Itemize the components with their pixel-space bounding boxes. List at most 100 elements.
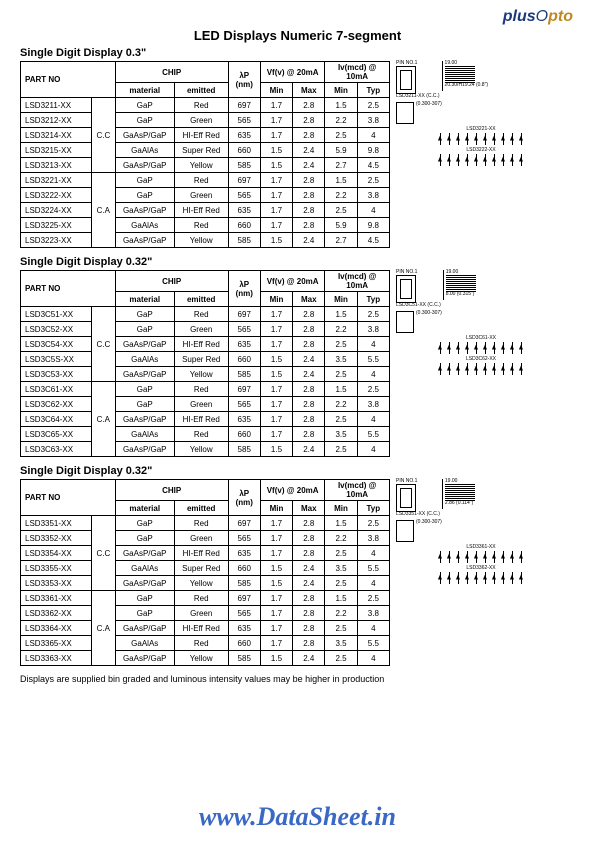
part-cell: LSD3365-XX xyxy=(21,636,92,651)
table-row: LSD3361-XX C.A GaP Red 697 1.7 2.8 1.5 2… xyxy=(21,591,390,606)
emit-cell: Yellow xyxy=(174,367,228,382)
part-cell: LSD3C53-XX xyxy=(21,367,92,382)
ivtyp-cell: 4 xyxy=(357,546,389,561)
emit-cell: Super Red xyxy=(174,143,228,158)
th-chip: CHIP xyxy=(115,62,228,83)
vfmax-cell: 2.4 xyxy=(293,561,325,576)
lp-cell: 585 xyxy=(228,233,260,248)
vfmax-cell: 2.8 xyxy=(293,591,325,606)
vfmin-cell: 1.7 xyxy=(260,516,292,531)
table-row: LSD3212-XX GaP Green 565 1.7 2.8 2.2 3.8 xyxy=(21,113,390,128)
th-vf: Vf(v) @ 20mA xyxy=(260,480,325,501)
ivmin-cell: 2.5 xyxy=(325,576,357,591)
vfmax-cell: 2.4 xyxy=(293,352,325,367)
part-cell: LSD3C54-XX xyxy=(21,337,92,352)
mat-cell: GaAsP/GaP xyxy=(115,128,174,143)
th-typ: Typ xyxy=(357,501,389,516)
th-vf: Vf(v) @ 20mA xyxy=(260,62,325,83)
th-partno: PART NO xyxy=(21,480,116,516)
vfmax-cell: 2.8 xyxy=(293,98,325,113)
vfmax-cell: 2.8 xyxy=(293,516,325,531)
emit-cell: Green xyxy=(174,606,228,621)
led-schematic-1: LSD3361-XX xyxy=(396,545,566,563)
vfmin-cell: 1.7 xyxy=(260,188,292,203)
th-emitted: emitted xyxy=(174,292,228,307)
vfmax-cell: 2.8 xyxy=(293,546,325,561)
part-cell: LSD3361-XX xyxy=(21,591,92,606)
th-material: material xyxy=(115,292,174,307)
ivtyp-cell: 4 xyxy=(357,367,389,382)
emit-cell: Green xyxy=(174,322,228,337)
watermark-www: www. xyxy=(199,802,257,831)
ivmin-cell: 2.2 xyxy=(325,188,357,203)
ivmin-cell: 1.5 xyxy=(325,382,357,397)
table-row: LSD3C61-XX C.A GaP Red 697 1.7 2.8 1.5 2… xyxy=(21,382,390,397)
table-row: LSD3363-XX GaAsP/GaP Yellow 585 1.5 2.4 … xyxy=(21,651,390,666)
ivtyp-cell: 4 xyxy=(357,442,389,457)
vfmax-cell: 2.4 xyxy=(293,233,325,248)
lp-cell: 660 xyxy=(228,636,260,651)
ivtyp-cell: 4 xyxy=(357,576,389,591)
mat-cell: GaAsP/GaP xyxy=(115,233,174,248)
vfmin-cell: 1.7 xyxy=(260,531,292,546)
mat-cell: GaAsP/GaP xyxy=(115,203,174,218)
part-cell: LSD3C61-XX xyxy=(21,382,92,397)
th-min2: Min xyxy=(325,501,357,516)
vfmax-cell: 2.8 xyxy=(293,531,325,546)
seven-seg-icon xyxy=(396,275,416,303)
th-emitted: emitted xyxy=(174,501,228,516)
vfmax-cell: 2.8 xyxy=(293,203,325,218)
th-vf: Vf(v) @ 20mA xyxy=(260,271,325,292)
ivmin-cell: 2.5 xyxy=(325,203,357,218)
emit-cell: Red xyxy=(174,636,228,651)
emit-cell: HI-Eff Red xyxy=(174,128,228,143)
watermark-ds: DataSheet xyxy=(257,802,368,831)
ivtyp-cell: 4 xyxy=(357,128,389,143)
ivmin-cell: 1.5 xyxy=(325,98,357,113)
part-cell: LSD3214-XX xyxy=(21,128,92,143)
ivmin-cell: 3.5 xyxy=(325,352,357,367)
diag-label: LSD3351-XX (C.C.) xyxy=(396,512,440,517)
lp-cell: 565 xyxy=(228,397,260,412)
ivmin-cell: 2.2 xyxy=(325,397,357,412)
lp-cell: 660 xyxy=(228,218,260,233)
ca-cell: C.A xyxy=(92,382,116,457)
table-row: LSD3C5S-XX GaAlAs Super Red 660 1.5 2.4 … xyxy=(21,352,390,367)
part-cell: LSD3C52-XX xyxy=(21,322,92,337)
lp-cell: 697 xyxy=(228,516,260,531)
lp-cell: 635 xyxy=(228,621,260,636)
footer-note: Displays are supplied bin graded and lum… xyxy=(20,674,575,684)
emit-cell: Green xyxy=(174,531,228,546)
emit-cell: Yellow xyxy=(174,442,228,457)
th-iv: Iv(mcd) @ 10mA xyxy=(325,62,390,83)
cc-cell: C.C xyxy=(92,516,116,591)
mat-cell: GaAlAs xyxy=(115,352,174,367)
mat-cell: GaAlAs xyxy=(115,427,174,442)
ivmin-cell: 2.7 xyxy=(325,233,357,248)
ivmin-cell: 5.9 xyxy=(325,218,357,233)
table-row: LSD3215-XX GaAlAs Super Red 660 1.5 2.4 … xyxy=(21,143,390,158)
part-cell: LSD3C64-XX xyxy=(21,412,92,427)
th-lp: λP (nm) xyxy=(228,480,260,516)
lp-cell: 635 xyxy=(228,546,260,561)
lp-cell: 697 xyxy=(228,173,260,188)
th-iv: Iv(mcd) @ 10mA xyxy=(325,271,390,292)
th-lp: λP (nm) xyxy=(228,271,260,307)
table-row: LSD3222-XX GaP Green 565 1.7 2.8 2.2 3.8 xyxy=(21,188,390,203)
vfmin-cell: 1.7 xyxy=(260,173,292,188)
table-row: LSD3224-XX GaAsP/GaP HI-Eff Red 635 1.7 … xyxy=(21,203,390,218)
emit-cell: HI-Eff Red xyxy=(174,546,228,561)
emit-cell: HI-Eff Red xyxy=(174,203,228,218)
vfmin-cell: 1.5 xyxy=(260,158,292,173)
vfmax-cell: 2.8 xyxy=(293,621,325,636)
emit-cell: Yellow xyxy=(174,233,228,248)
ivtyp-cell: 9.8 xyxy=(357,143,389,158)
lp-cell: 660 xyxy=(228,352,260,367)
emit-cell: Yellow xyxy=(174,576,228,591)
ivtyp-cell: 4 xyxy=(357,651,389,666)
emit-cell: Red xyxy=(174,382,228,397)
part-cell: LSD3221-XX xyxy=(21,173,92,188)
emit-cell: Super Red xyxy=(174,352,228,367)
part-cell: LSD3215-XX xyxy=(21,143,92,158)
vfmin-cell: 1.7 xyxy=(260,427,292,442)
